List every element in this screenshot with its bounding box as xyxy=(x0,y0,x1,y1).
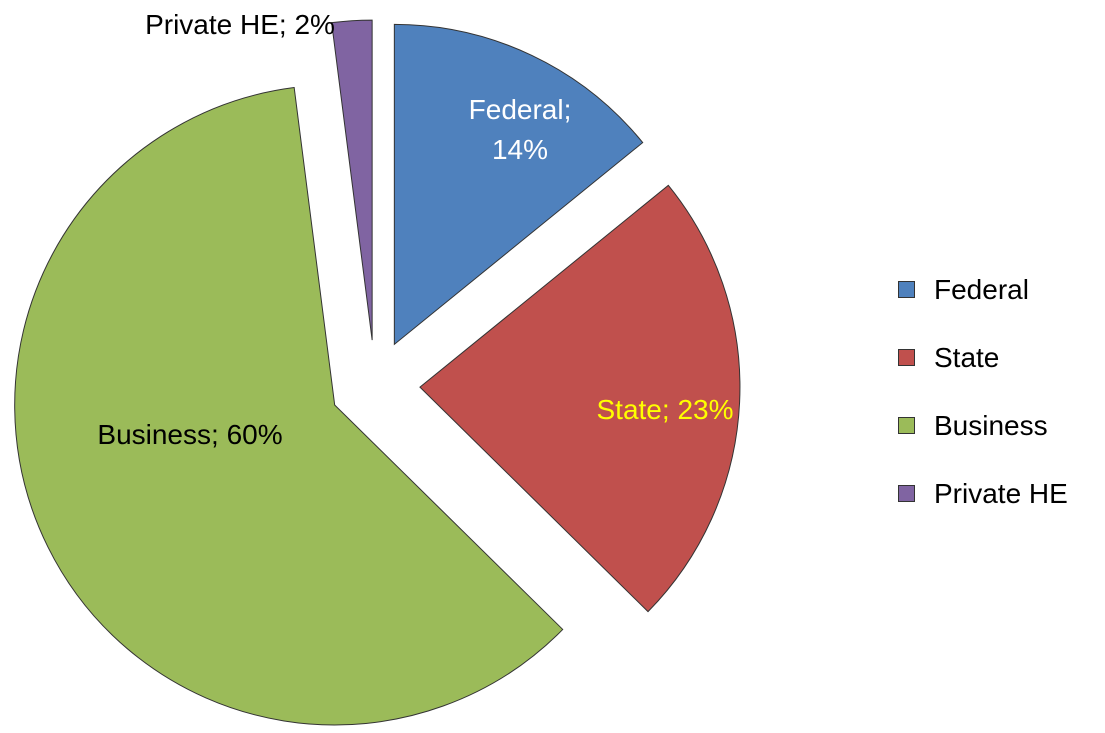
legend-label: State xyxy=(934,342,1000,373)
legend-label: Private HE xyxy=(934,478,1068,509)
data-label: Federal; 14% xyxy=(468,94,572,165)
pie-slice xyxy=(393,23,644,346)
data-label: Private HE; 2% xyxy=(145,9,335,40)
legend-swatch xyxy=(898,349,915,366)
pie-slice xyxy=(331,19,373,341)
pie-slice xyxy=(419,184,741,613)
legend-label: Federal xyxy=(934,274,1029,305)
legend-swatch xyxy=(898,281,915,298)
data-label: State; 23% xyxy=(596,394,734,425)
legend-swatch xyxy=(898,417,915,434)
data-label: Business; 60% xyxy=(97,419,283,450)
legend-swatch xyxy=(898,485,915,502)
legend-label: Business xyxy=(934,410,1048,441)
pie-slice xyxy=(14,86,564,726)
